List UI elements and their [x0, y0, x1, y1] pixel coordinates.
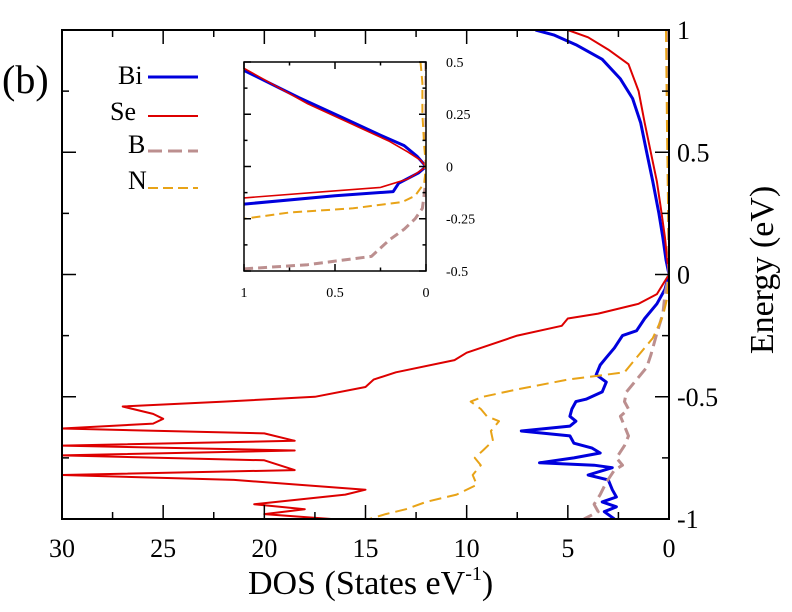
main-x-tick-label: 25	[150, 534, 176, 563]
main-series-group	[62, 30, 669, 519]
legend-label-se: Se	[110, 97, 136, 126]
legend-label-b: B	[128, 130, 145, 159]
panel-label: (b)	[2, 57, 49, 102]
inset-plot: 1 0.5 0 -0.5 -0.25 0 0.25 0.5	[241, 56, 476, 301]
inset-x-tick-label: 0.5	[326, 286, 344, 301]
main-y-tick-label: -1	[677, 505, 699, 534]
inset-series-se	[244, 67, 426, 199]
x-axis-title-main: DOS (States eV	[248, 565, 466, 602]
inset-x-tick-label: 1	[241, 286, 248, 301]
legend: Bi Se B N	[110, 61, 198, 195]
legend-label-bi: Bi	[118, 61, 143, 90]
main-x-tick-label: 30	[49, 534, 75, 563]
x-axis-title: DOS (States eV-1)	[248, 563, 493, 602]
main-y-tick-label: 0.5	[677, 138, 710, 167]
inset-x-tick-label: 0	[423, 286, 430, 301]
inset-y-tick-label: 0.25	[446, 108, 471, 123]
inset-plot-area	[244, 62, 426, 271]
main-x-tick-label: 0	[663, 534, 676, 563]
main-y-tick-label: 1	[677, 16, 690, 45]
main-x-tick-label: 15	[353, 534, 379, 563]
main-y-tick-label: -0.5	[677, 383, 718, 412]
x-axis-title-sup: -1	[465, 563, 482, 585]
inset-y-tick-label: 0	[446, 160, 453, 175]
main-y-tick-label: 0	[677, 261, 690, 290]
inset-series-group	[244, 62, 426, 271]
inset-series-b	[244, 62, 426, 271]
main-series-bi	[519, 30, 669, 519]
inset-y-tick-label: -0.25	[446, 213, 475, 228]
main-series-se	[62, 30, 669, 519]
main-x-tick-label: 10	[454, 534, 480, 563]
y-axis-title: Energy (eV)	[744, 186, 781, 354]
inset-y-tick-label: -0.5	[446, 265, 468, 280]
main-x-tick-label: 5	[561, 534, 574, 563]
main-series-n	[369, 30, 669, 519]
x-axis-title-end: )	[482, 565, 493, 602]
inset-y-tick-label: 0.5	[446, 56, 464, 71]
main-x-tick-label: 20	[251, 534, 277, 563]
legend-label-n: N	[128, 166, 147, 195]
